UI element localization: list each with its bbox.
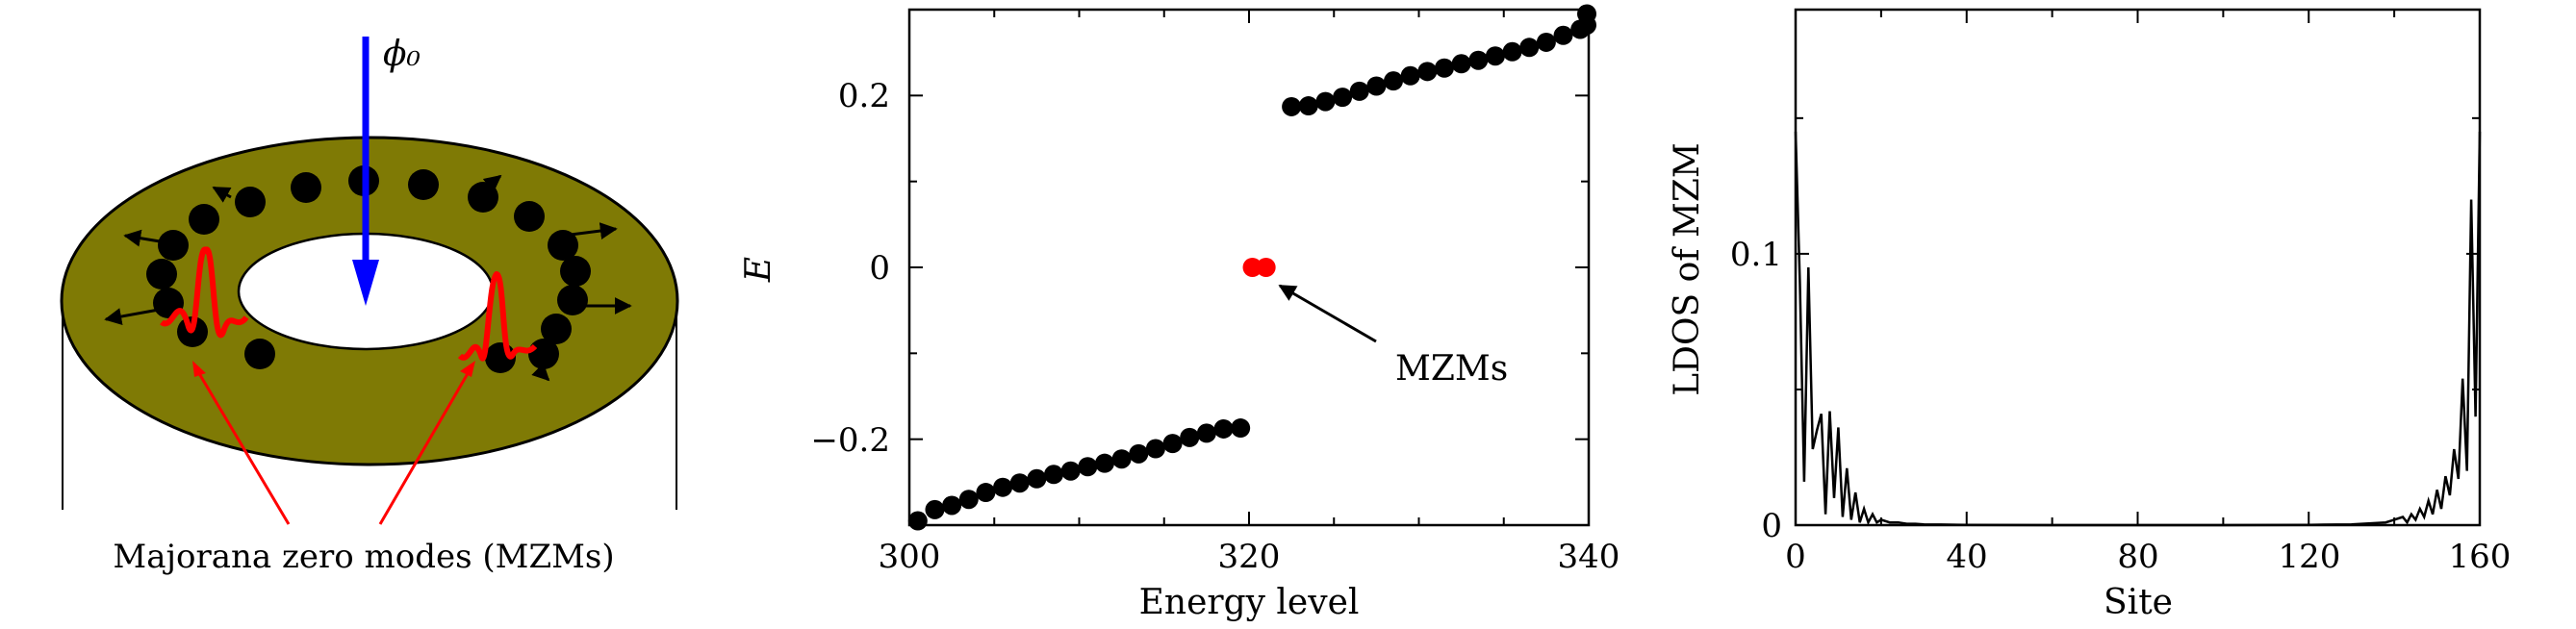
data-point — [1333, 88, 1353, 108]
ldos-chart: 0 40 80 120 160 0 0.1 Site LDOS of MZM — [1668, 8, 2512, 622]
data-point — [1282, 96, 1302, 116]
data-point — [1400, 65, 1420, 86]
y-tick-label: 0.1 — [1730, 236, 1782, 274]
fermion-site — [548, 230, 578, 261]
pointer-right-head — [460, 361, 475, 377]
y-tick-label: 0 — [869, 249, 890, 288]
spin-arrow — [104, 308, 160, 325]
data-point — [1162, 434, 1183, 454]
caption: Majorana zero modes (MZMs) — [113, 538, 614, 576]
x-tick-label: 40 — [1946, 538, 1987, 576]
data-point — [1485, 46, 1505, 66]
data-point — [1145, 439, 1165, 459]
y-tick-label: 0.2 — [838, 77, 890, 115]
fermion-site — [528, 339, 559, 369]
data-point — [1027, 468, 1047, 489]
data-point — [1078, 457, 1098, 477]
data-point — [1180, 427, 1200, 447]
majorana-mode-right — [457, 270, 538, 362]
y-tick-label: 0 — [1761, 507, 1782, 545]
data-point — [1536, 32, 1556, 52]
spin-arrow — [212, 186, 232, 203]
data-point — [1298, 96, 1318, 116]
data-point — [1111, 449, 1132, 469]
data-point — [925, 499, 945, 519]
data-point — [1349, 81, 1369, 101]
data-point — [1417, 62, 1438, 82]
fermion-site — [514, 201, 545, 232]
data-point — [1009, 473, 1030, 493]
spin-arrow — [531, 363, 550, 382]
data-point — [1384, 71, 1404, 91]
majorana-mode-left — [160, 246, 249, 339]
x-tick-label: 340 — [1558, 538, 1620, 576]
pointer-right — [378, 369, 472, 525]
x-axis-label: Energy level — [1139, 583, 1360, 622]
data-point — [1502, 41, 1522, 62]
x-tick-label: 120 — [2279, 538, 2341, 576]
pointer-left-head — [192, 361, 206, 377]
fermion-site — [468, 182, 498, 213]
data-point — [1060, 461, 1081, 481]
fermion-site — [235, 187, 266, 217]
data-point — [1256, 258, 1276, 277]
fermion-site — [408, 169, 439, 200]
data-point — [1196, 423, 1216, 443]
data-point — [993, 477, 1013, 497]
y-axis-label: LDOS of MZM — [1668, 142, 1707, 396]
x-tick-label: 300 — [879, 538, 941, 576]
data-point — [1242, 258, 1262, 277]
data-point — [1044, 465, 1064, 485]
x-tick-label: 160 — [2449, 538, 2512, 576]
fermion-sites — [104, 165, 632, 382]
x-tick-label: 80 — [2117, 538, 2158, 576]
x-axis-label: Site — [2104, 583, 2173, 622]
spin-arrow — [123, 229, 184, 247]
fermion-site — [560, 256, 591, 287]
spin-arrow — [482, 174, 502, 193]
data-point — [1129, 443, 1149, 464]
plot-frame — [1794, 8, 2482, 527]
data-point — [976, 483, 996, 503]
fermion-site — [158, 230, 189, 261]
fermion-site — [291, 172, 321, 203]
data-point — [1519, 38, 1540, 58]
fermion-site — [146, 259, 177, 289]
data-point — [1553, 25, 1573, 45]
mzm-annotation: MZMs — [1395, 349, 1508, 389]
fermion-site — [189, 204, 219, 235]
fermion-site — [244, 339, 275, 369]
flux-arrow-head — [352, 260, 379, 306]
pointer-left — [195, 369, 291, 525]
fermion-site — [557, 285, 588, 315]
fermion-site — [541, 314, 572, 344]
data-point — [1213, 418, 1234, 439]
data-point — [1231, 418, 1251, 439]
data-point — [1577, 4, 1596, 24]
spin-arrow — [562, 222, 618, 239]
data-point — [1366, 76, 1387, 96]
data-point — [942, 495, 962, 516]
data-point — [1094, 453, 1114, 473]
flux-label: ϕ₀ — [383, 35, 421, 74]
y-tick-label: −0.2 — [810, 421, 890, 460]
data-points — [907, 4, 1596, 531]
data-point — [1468, 50, 1489, 70]
x-tick-label: 320 — [1218, 538, 1281, 576]
mzm-annotation-arrow — [1278, 284, 1377, 343]
data-point — [1315, 91, 1336, 112]
y-axis-label: E — [739, 257, 778, 283]
data-point — [1434, 58, 1454, 78]
data-point — [1451, 54, 1471, 74]
axis-ticks — [1795, 10, 2481, 526]
ldos-line — [1794, 131, 2482, 527]
data-point — [958, 490, 979, 510]
torus-schematic: ϕ₀ Majorana zero modes (MZMs) — [60, 35, 679, 576]
x-tick-label: 0 — [1785, 538, 1806, 576]
energy-spectrum-chart: MZMs 300 320 340 −0.2 0 0.2 Energy level… — [739, 4, 1620, 622]
data-point — [907, 511, 928, 531]
